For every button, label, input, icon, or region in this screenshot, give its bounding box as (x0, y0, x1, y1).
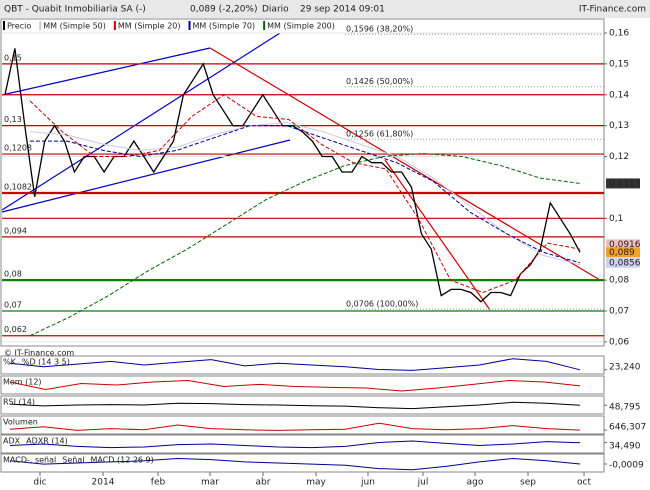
watermark: © IT-Finance.com (4, 349, 74, 358)
panel-frame (0, 434, 605, 454)
legend-swatch (188, 21, 191, 30)
period: Diario (262, 5, 289, 15)
panel-last: 23,240 (609, 363, 641, 373)
x-tick-label: may (306, 478, 326, 488)
x-tick-label: feb (151, 478, 166, 488)
marker-label: 0,0916 (609, 240, 641, 250)
series-line (30, 125, 581, 264)
panel-label: Señal (62, 456, 84, 465)
y-tick-label: 0,12 (609, 152, 629, 162)
panel-frame (0, 453, 605, 473)
level-label: 0,1082 (4, 183, 32, 192)
x-tick-label: 2014 (92, 478, 115, 488)
x-tick-label: ago (467, 478, 484, 488)
panel-frame (0, 375, 605, 395)
panel-label: Mom (12) (3, 378, 42, 387)
level-label: 0,08 (4, 270, 22, 279)
trend-line (209, 47, 601, 281)
y-tick-label: 0,07 (609, 307, 629, 317)
panel-label: %D (14 3 5) (22, 358, 70, 367)
level-label: 0,13 (4, 115, 22, 124)
y-tick-label: 0,14 (609, 90, 629, 100)
panel-last: 646,307 (609, 423, 646, 433)
legend-label: MM (Simple 70) (193, 22, 256, 31)
series-line (4, 48, 581, 303)
panel-frame (0, 355, 605, 375)
panel-label: MACD-, señal (3, 456, 56, 465)
y-tick-label: 0,08 (609, 276, 629, 286)
price-marker (606, 178, 640, 189)
level-label: 0,062 (4, 325, 27, 334)
quote: 0,089 (-2,20%) (190, 5, 258, 15)
indicator-line (9, 379, 581, 392)
x-tick-label: dic (33, 478, 46, 488)
level-label: 0,07 (4, 301, 22, 310)
indicator-line (9, 401, 581, 410)
panel-label: MACD (12 26 9) (90, 456, 153, 465)
panel-label: %K (3, 358, 17, 367)
panel-last: -0,0009 (609, 461, 644, 471)
indicator-line (9, 358, 581, 371)
legend-label: MM (Simple 200) (267, 22, 335, 31)
series-line (29, 152, 581, 337)
x-tick-label: mar (201, 478, 219, 488)
y-tick-label: 0,06 (609, 337, 629, 347)
fib-label: 0,1256 (61,80%) (346, 130, 413, 139)
marker-label: 0,1113 (609, 179, 641, 189)
y-tick-label: 0,15 (609, 59, 629, 69)
marker-label: 0,0856 (609, 258, 641, 268)
brand: IT-Finance.com (579, 5, 646, 15)
y-tick-label: 0,13 (609, 121, 629, 131)
panel-label: Volumen (3, 418, 38, 427)
legend-swatch (39, 21, 42, 30)
y-tick-label: 0,16 (609, 28, 629, 38)
series-line (29, 122, 581, 266)
legend-swatch (113, 21, 116, 30)
plot-frame (0, 18, 605, 347)
legend-label: MM (Simple 20) (118, 22, 181, 31)
level-label: 0,1208 (4, 144, 32, 153)
panel-frame (0, 415, 605, 435)
legend-swatch (263, 21, 266, 30)
series-line (29, 94, 581, 294)
y-tick-label: 0,1 (609, 214, 623, 224)
panel-label: ADXR (14) (26, 437, 68, 446)
panel-last: 48,795 (609, 403, 641, 413)
x-tick-label: sep (520, 478, 536, 488)
fib-label: 0,0706 (100,00%) (346, 300, 418, 309)
legend-swatch (3, 21, 5, 30)
panel-label: ADX (3, 437, 21, 446)
marker-label: 0,089 (609, 248, 635, 258)
price-marker (606, 257, 640, 268)
x-tick-label: oct (577, 478, 591, 488)
trend-channel (1, 47, 211, 96)
indicator-line (9, 440, 581, 449)
panel-label: RSI (14) (3, 398, 35, 407)
level-label: 0,094 (4, 226, 27, 235)
x-tick-label: abr (256, 478, 271, 488)
legend-label: Precio (7, 22, 31, 31)
title: QBT - Quabit Inmobiliaria SA (-) (4, 5, 146, 15)
indicator-line (9, 422, 581, 431)
trend-line (384, 159, 491, 311)
header-bar (0, 0, 650, 18)
datetime: 29 sep 2014 09:01 (300, 5, 385, 15)
x-tick-label: jul (417, 478, 429, 488)
trend-channel (1, 139, 291, 213)
indicator-line (9, 457, 581, 471)
fib-label: 0,1426 (50,00%) (346, 77, 413, 86)
price-marker (606, 247, 640, 258)
fib-label: 0,1596 (38,20%) (346, 25, 413, 34)
x-tick-label: jun (360, 478, 375, 488)
price-marker (606, 239, 640, 250)
panel-last: 34,490 (609, 442, 641, 452)
legend-label: MM (Simple 50) (43, 22, 106, 31)
